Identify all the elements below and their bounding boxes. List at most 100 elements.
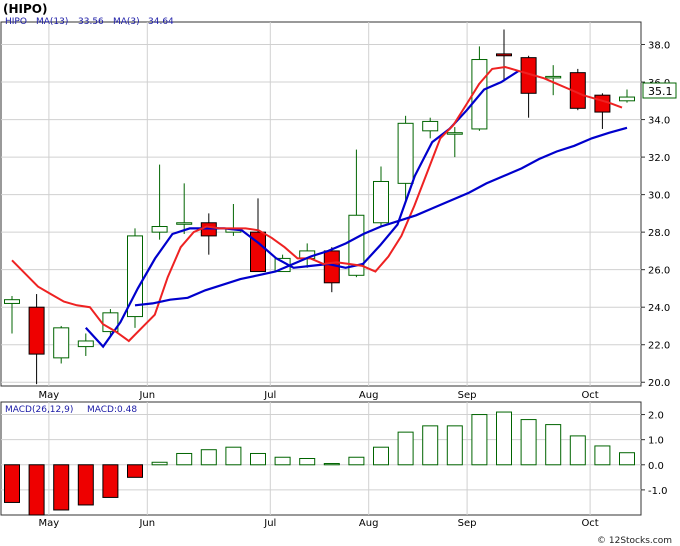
price-x-tick-label: Aug: [359, 390, 379, 401]
macd-legend: MACD(26,12,9) MACD:0.48: [5, 405, 137, 415]
candle-body: [545, 75, 562, 79]
ma13-slow-line: [134, 126, 628, 307]
price-y-tick-label: 38.0: [648, 41, 670, 52]
macd-panel: -1.0 0.0 1.0 2.0 MACD(26,12,9) MACD:0.48: [0, 401, 668, 516]
macd-bar: [520, 419, 537, 466]
price-x-tick-label: Sep: [458, 390, 477, 401]
price-x-tick-label: May: [39, 390, 60, 401]
candle: [496, 29, 512, 81]
candle-body: [127, 235, 143, 318]
macd-bars: [4, 411, 635, 516]
macd-x-tick-label: Oct: [581, 518, 598, 529]
price-grid: [1, 22, 641, 386]
price-x-axis: May Jun Jul Aug Sep Oct: [39, 390, 599, 401]
macd-bar: [127, 464, 143, 478]
macd-bar: [594, 445, 611, 466]
macd-y-tick-label: 1.0: [648, 436, 664, 447]
macd-y-axis: -1.0 0.0 1.0 2.0: [641, 411, 668, 497]
candle-body: [619, 96, 635, 102]
macd-legend-value: MACD:0.48: [87, 405, 137, 415]
macd-bar: [274, 456, 291, 466]
candle: [397, 115, 414, 201]
last-price-badge: 35.1: [642, 82, 677, 99]
macd-x-axis: May Jun Jul Aug Sep Oct: [39, 518, 599, 529]
macd-bar: [323, 463, 340, 466]
macd-bar: [151, 461, 168, 466]
macd-x-tick-label: Aug: [359, 518, 379, 529]
macd-y-tick-label: 2.0: [648, 411, 664, 422]
candle: [4, 295, 20, 334]
candle: [323, 247, 340, 293]
price-y-tick-label: 20.0: [648, 378, 670, 389]
price-y-tick-label: 22.0: [648, 341, 670, 352]
macd-bar: [200, 449, 217, 466]
candle-body: [446, 132, 463, 135]
candle: [373, 166, 389, 227]
candle: [348, 149, 365, 278]
price-x-tick-label: Jun: [138, 390, 155, 401]
macd-bar: [299, 458, 316, 466]
macd-legend-label: MACD(26,12,9): [5, 405, 73, 415]
macd-bar: [77, 464, 94, 506]
candle: [250, 198, 266, 273]
macd-bar: [545, 424, 562, 466]
macd-x-tick-label: Jun: [138, 518, 155, 529]
candle-body: [348, 214, 365, 276]
legend-ma13-label: MA(13): [36, 17, 68, 27]
candle-body: [53, 327, 70, 359]
macd-bar: [619, 452, 635, 466]
macd-bar: [496, 411, 512, 466]
candle: [545, 65, 562, 96]
macd-bar: [348, 456, 365, 466]
candle-body: [28, 306, 45, 355]
macd-bar: [471, 414, 488, 466]
macd-bar: [28, 464, 45, 516]
price-y-tick-label: 26.0: [648, 266, 670, 277]
candle-body: [77, 340, 94, 348]
price-x-tick-label: Jul: [263, 390, 276, 401]
watermark: © 12Stocks.com: [597, 536, 672, 546]
legend-ma13-value: 33.56: [78, 17, 104, 27]
price-legend: HIPO MA(13) 33.56 MA(3) 34.64: [5, 17, 174, 27]
price-panel: 20.022.024.026.028.030.032.034.036.038.0…: [0, 17, 677, 389]
macd-bar: [176, 452, 193, 466]
macd-y-tick-label: -1.0: [648, 486, 668, 497]
macd-x-tick-label: Jul: [263, 518, 276, 529]
price-x-tick-label: Oct: [581, 390, 598, 401]
macd-bar: [53, 464, 70, 511]
candle-body: [594, 94, 611, 113]
legend-ma3-label: MA(3): [113, 17, 140, 27]
legend-symbol: HIPO: [5, 17, 27, 27]
ma3-line: [11, 65, 623, 343]
macd-bar: [422, 425, 439, 466]
macd-bar: [250, 452, 266, 466]
price-y-tick-label: 30.0: [648, 191, 670, 202]
macd-bar: [225, 446, 242, 466]
last-price-badge-frame: [642, 82, 677, 99]
candle: [422, 117, 439, 139]
candle-body: [397, 122, 414, 184]
macd-bar: [397, 431, 414, 466]
legend-ma3-value: 34.64: [148, 17, 174, 27]
candle-body: [373, 180, 389, 224]
candle-body: [4, 299, 20, 304]
candle-body: [176, 222, 193, 225]
macd-bar: [569, 435, 586, 466]
macd-x-tick-label: Sep: [458, 518, 477, 529]
candle-body: [151, 226, 168, 233]
macd-y-tick-label: 0.0: [648, 461, 664, 472]
macd-panel-frame: [0, 401, 642, 516]
price-y-tick-label: 28.0: [648, 228, 670, 239]
candle: [176, 183, 193, 235]
price-y-tick-label: 32.0: [648, 153, 670, 164]
macd-bar: [102, 464, 119, 498]
macd-bar: [373, 446, 389, 466]
macd-bar: [446, 425, 463, 466]
candle: [53, 325, 70, 364]
candle: [151, 164, 168, 240]
candle-body: [496, 53, 512, 57]
last-price-value: 35.1: [648, 85, 673, 98]
candle-body: [250, 231, 266, 273]
candle: [28, 294, 45, 385]
